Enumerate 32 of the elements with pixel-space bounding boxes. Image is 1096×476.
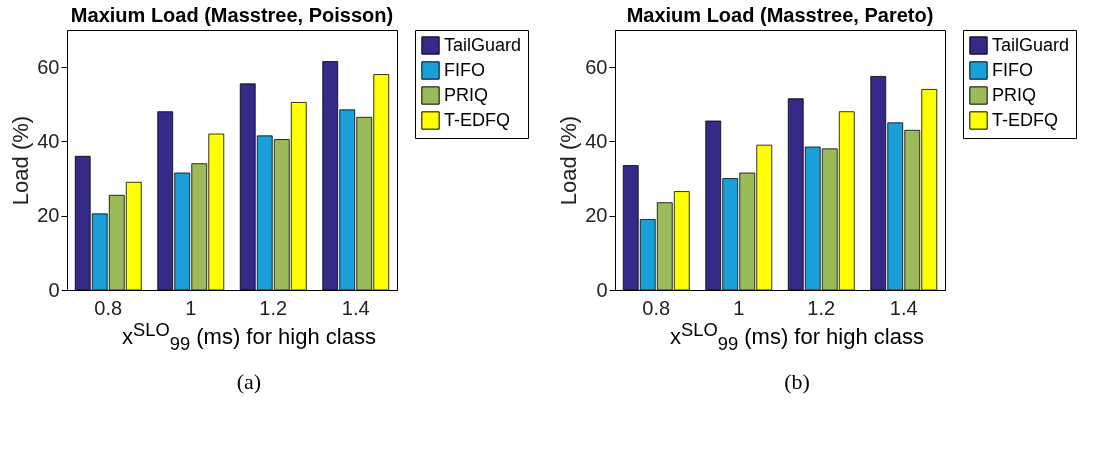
x-tick-label: 0.8	[94, 296, 123, 319]
legend-label: T-EDFQ	[444, 109, 510, 130]
x-tick-label: 1	[733, 296, 745, 319]
text: (a)	[235, 368, 263, 395]
y-tick-label: 0	[596, 278, 608, 301]
y-tick-label: 60	[37, 55, 60, 78]
x-axis-title: x$^{SLO}$$_{99}$ (ms) for high class	[121, 319, 377, 355]
x-tick-label: 1	[185, 296, 197, 319]
legend-label: FIFO	[992, 59, 1033, 80]
legend-label: TailGuard	[444, 34, 522, 55]
x-tick-label: 0.8	[642, 296, 671, 319]
legend-label: T-EDFQ	[992, 109, 1058, 130]
chart-title: Maxium Load (Masstree, Poisson)	[70, 3, 394, 26]
y-axis-title: Load (%)	[8, 115, 34, 206]
legend-label: PRIQ	[992, 84, 1037, 105]
chart-title: Maxium Load (Masstree, Pareto)	[626, 3, 934, 26]
y-tick-label: 60	[585, 55, 608, 78]
legend-label: PRIQ	[444, 84, 489, 105]
y-axis-title: Load (%)	[556, 115, 582, 206]
x-tick-label: 1.2	[807, 296, 836, 319]
y-tick-label: 20	[585, 204, 608, 227]
y-tick-label: 40	[37, 129, 60, 152]
y-tick-label: 20	[37, 204, 60, 227]
legend-label: TailGuard	[992, 34, 1070, 55]
x-tick-label: 1.4	[889, 296, 918, 319]
x-axis-title: x$^{SLO}$$_{99}$ (ms) for high class	[669, 319, 925, 355]
x-tick-label: 1.2	[259, 296, 288, 319]
legend-label: FIFO	[444, 59, 485, 80]
y-tick-label: 40	[585, 129, 608, 152]
x-tick-label: 1.4	[341, 296, 370, 319]
text: (b)	[783, 368, 811, 395]
y-tick-label: 0	[48, 278, 60, 301]
